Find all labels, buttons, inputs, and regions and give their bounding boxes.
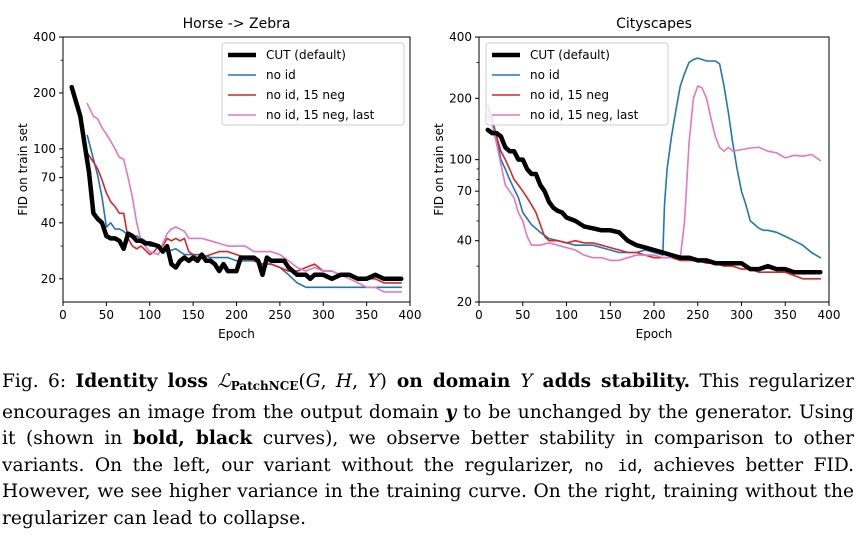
y-axis-label: FID on train set bbox=[16, 123, 30, 216]
legend-label: no id, 15 neg bbox=[266, 88, 345, 102]
caption-text-2: to be unchanged by the generator. Using … bbox=[2, 401, 854, 450]
chart-title: Cityscapes bbox=[616, 16, 692, 32]
y-tick-label: 70 bbox=[41, 171, 56, 185]
x-tick-label: 0 bbox=[475, 308, 483, 322]
caption-text-1: This regularizer encourages an image fro… bbox=[2, 371, 854, 423]
legend-label: no id bbox=[530, 68, 560, 82]
caption-loss-subscript: PatchNCE bbox=[230, 379, 299, 393]
caption-text-4: , achieves better FID. However, we see h… bbox=[2, 454, 854, 529]
series-line bbox=[86, 152, 403, 284]
legend-label: no id bbox=[266, 68, 296, 82]
x-tick-label: 400 bbox=[818, 308, 841, 322]
caption-text-3: curves), we observe better stability in … bbox=[2, 428, 854, 476]
x-tick-label: 200 bbox=[643, 308, 666, 322]
series-line bbox=[486, 114, 822, 280]
y-tick-label: 40 bbox=[41, 216, 56, 230]
x-axis-label: Epoch bbox=[218, 327, 255, 341]
caption-arg-g: G bbox=[305, 371, 321, 392]
y-tick-label: 100 bbox=[33, 142, 56, 156]
legend-box bbox=[485, 42, 669, 126]
series-line bbox=[69, 84, 404, 282]
x-tick-label: 300 bbox=[312, 308, 335, 322]
caption-domain-y: Y bbox=[520, 371, 533, 392]
x-tick-label: 350 bbox=[355, 308, 378, 322]
series-line bbox=[486, 57, 822, 259]
caption-arg-h: H bbox=[335, 371, 353, 392]
caption-args-open: ( bbox=[298, 371, 306, 392]
x-tick-label: 0 bbox=[59, 308, 67, 322]
x-tick-label: 350 bbox=[774, 308, 797, 322]
plot-frame bbox=[478, 36, 830, 303]
chart-title: Horse -> Zebra bbox=[183, 16, 291, 32]
x-tick-label: 50 bbox=[99, 308, 114, 322]
series-line bbox=[86, 102, 403, 293]
x-tick-label: 300 bbox=[730, 308, 753, 322]
y-tick-label: 400 bbox=[33, 30, 56, 44]
legend-label: no id, 15 neg, last bbox=[266, 108, 375, 122]
legend-label: no id, 15 neg, last bbox=[530, 108, 639, 122]
y-tick-label: 200 bbox=[33, 86, 56, 100]
x-tick-label: 200 bbox=[225, 308, 248, 322]
caption-bold-head-3: adds stability. bbox=[532, 371, 691, 392]
caption-args-close: ) bbox=[379, 371, 387, 392]
y-tick-label: 70 bbox=[457, 184, 472, 198]
y-tick-label: 100 bbox=[449, 153, 472, 167]
plot-frame bbox=[62, 36, 411, 303]
chart-horse-zebra: Horse -> Zebra 0 50 100 150 200 250 300 350 400 20… bbox=[16, 16, 421, 341]
caption-var-y: y bbox=[445, 401, 457, 423]
legend-label: no id, 15 neg bbox=[530, 88, 609, 102]
caption-fig-label: Fig. 6: bbox=[2, 371, 67, 392]
legend-label: CUT (default) bbox=[530, 48, 610, 62]
caption-bold-head-1: Identity loss bbox=[75, 371, 208, 392]
caption-comma-1: , bbox=[320, 371, 336, 392]
series-line bbox=[486, 85, 822, 262]
chart-cityscapes: Cityscapes 0 50 100 150 200 250 300 350 400 20 40 70… bbox=[432, 16, 840, 341]
x-tick-label: 250 bbox=[686, 308, 709, 322]
legend-label: CUT (default) bbox=[266, 48, 346, 62]
x-tick-label: 150 bbox=[599, 308, 622, 322]
x-axis-label: Epoch bbox=[636, 327, 673, 341]
x-tick-label: 100 bbox=[555, 308, 578, 322]
caption-loss-symbol: ℒ bbox=[217, 371, 231, 392]
legend-box bbox=[221, 42, 405, 126]
x-tick-label: 100 bbox=[138, 308, 161, 322]
caption-bold-head-2: on domain bbox=[386, 371, 521, 392]
y-tick-label: 200 bbox=[449, 91, 472, 105]
y-tick-label: 20 bbox=[41, 272, 56, 286]
y-tick-label: 20 bbox=[457, 295, 472, 309]
figure-caption: Fig. 6: Identity loss ℒPatchNCE(G, H, Y)… bbox=[2, 369, 854, 532]
x-tick-label: 150 bbox=[182, 308, 205, 322]
y-tick-label: 40 bbox=[457, 234, 472, 248]
caption-arg-y: Y bbox=[367, 371, 380, 392]
y-tick-label: 400 bbox=[449, 30, 472, 44]
series-line bbox=[86, 134, 403, 289]
series-line bbox=[485, 127, 823, 275]
caption-comma-2: , bbox=[352, 371, 368, 392]
x-tick-label: 250 bbox=[268, 308, 291, 322]
x-tick-label: 50 bbox=[515, 308, 530, 322]
x-tick-label: 400 bbox=[399, 308, 422, 322]
caption-bold-black: bold, black bbox=[132, 428, 253, 449]
y-axis-label: FID on train set bbox=[432, 123, 446, 216]
caption-code-no-id: no id bbox=[584, 455, 638, 475]
